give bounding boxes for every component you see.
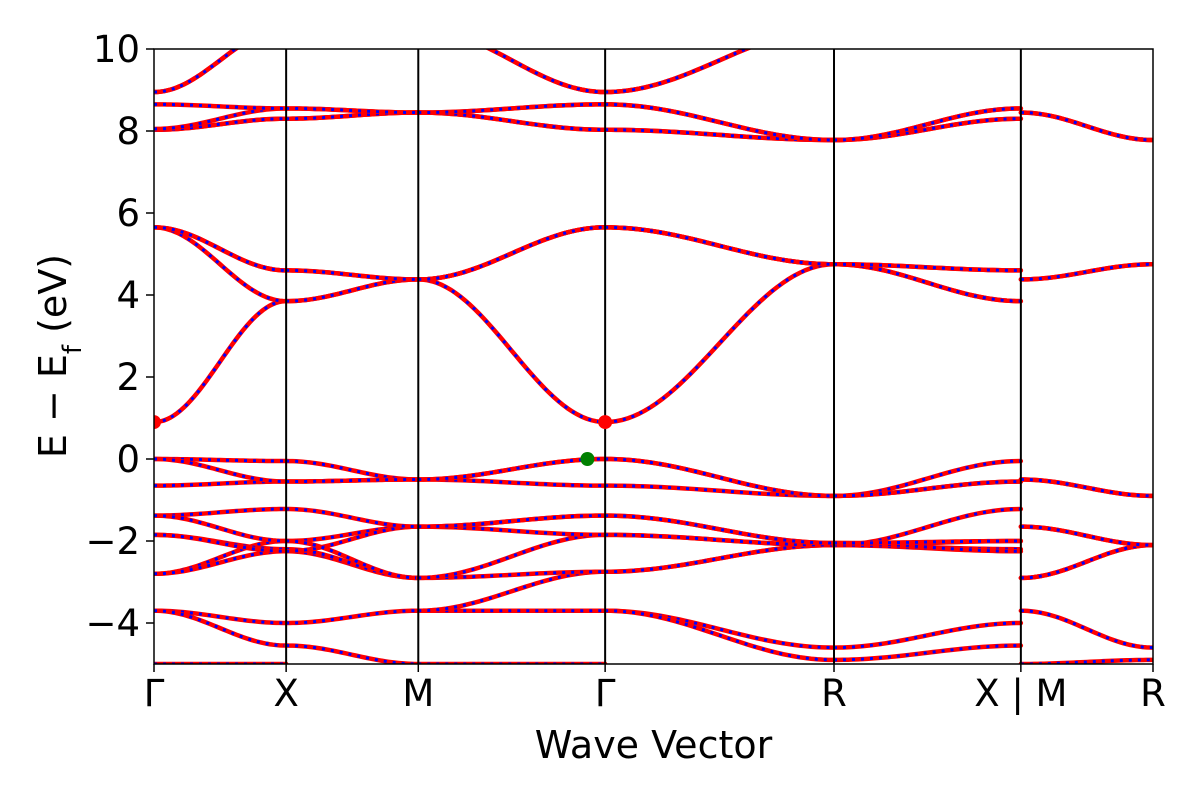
plot-frame: [153, 48, 1154, 665]
band-line-spin-down: [286, 478, 419, 484]
band-line-spin-up: [416, 456, 608, 482]
y-tick-label: −4: [85, 602, 140, 645]
band-line-spin-down: [418, 478, 606, 488]
band-line-spin-down: [286, 609, 419, 625]
x-tick-label: X | M: [974, 672, 1067, 715]
band-line-spin-down: [605, 49, 751, 94]
x-tick-label: R: [821, 672, 847, 715]
band-line-spin-down: [154, 457, 287, 463]
band-line-spin-up: [602, 225, 837, 267]
band-line-spin-down: [605, 609, 835, 662]
band-line-spin-up: [154, 538, 289, 577]
x-tick-label: R: [1140, 672, 1166, 715]
band-line-spin-down: [154, 609, 287, 625]
band-line-spin-up: [283, 506, 421, 529]
y-tick-label: 10: [93, 28, 140, 71]
band-line-spin-up: [283, 538, 421, 581]
high-symmetry-lines: [285, 49, 1022, 664]
y-tick-label: 0: [116, 438, 140, 481]
band-line-spin-down: [418, 525, 606, 537]
band-line-spin-down: [154, 225, 287, 272]
band-line-spin-up: [416, 110, 608, 133]
band-line-spin-up: [154, 513, 289, 544]
x-ticks: Γ X M Γ R X | M R: [144, 664, 1166, 715]
y-tick-label: 2: [116, 356, 140, 399]
band-line-spin-down: [605, 102, 835, 142]
band-line-spin-up: [831, 620, 1024, 650]
y-tick-label: 6: [116, 192, 140, 235]
band-line-spin-down: [605, 225, 835, 266]
y-tick-label: 8: [116, 110, 140, 153]
band-line-spin-down: [605, 543, 835, 574]
band-line-spin-up: [154, 456, 289, 484]
band-line-spin-up: [416, 225, 608, 282]
band-line-spin-down: [486, 49, 606, 94]
y-axis-label: E − Ef (eV): [31, 254, 88, 458]
band-line-spin-up: [154, 549, 289, 577]
band-line-spin-down: [154, 507, 287, 518]
band-line-spin-down: [154, 49, 238, 94]
y-axis-label-main: E − E: [31, 354, 75, 458]
band-line-spin-down: [605, 533, 835, 547]
band-line-spin-up: [283, 458, 421, 482]
cbm-marker: [154, 415, 161, 430]
band-line-spin-down: [154, 299, 287, 424]
x-tick-label: Γ: [595, 672, 616, 715]
y-axis-label-subscript: f: [58, 344, 88, 354]
band-line-spin-up: [416, 513, 608, 529]
band-line-spin-down: [154, 102, 287, 110]
band-line-spin-up: [1018, 110, 1153, 143]
band-line-spin-down: [834, 541, 1021, 553]
band-line-spin-up: [154, 225, 289, 304]
y-tick-label: −2: [85, 520, 140, 563]
band-line-spin-down: [605, 514, 835, 545]
band-line-spin-down: [154, 117, 287, 132]
band-line-spin-up: [831, 479, 1024, 499]
bands-layer: [154, 49, 1153, 664]
vbm-marker: [580, 452, 595, 466]
band-line-spin-down: [418, 570, 606, 580]
band-line-spin-up: [831, 106, 1024, 143]
band-line-spin-up: [1018, 262, 1153, 282]
band-line-spin-up: [154, 608, 289, 648]
band-line-spin-up: [416, 532, 608, 581]
band-line-spin-down: [834, 262, 1021, 272]
band-line-spin-up: [283, 277, 421, 304]
y-tick-label: 4: [116, 274, 140, 317]
band-line-spin-down: [1020, 658, 1153, 664]
band-line-spin-up: [1018, 477, 1153, 499]
band-line-spin-down: [605, 457, 835, 498]
band-line-spin-up: [154, 532, 289, 554]
band-line-spin-up: [1018, 542, 1153, 581]
band-line-spin-up: [283, 643, 421, 664]
band-line-spin-up: [602, 262, 837, 425]
y-axis-label-unit: (eV): [31, 254, 75, 345]
band-line-spin-down: [605, 262, 835, 424]
band-line-spin-up: [283, 524, 421, 554]
band-line-spin-up: [416, 277, 608, 425]
band-line-spin-down: [286, 106, 419, 115]
band-line-spin-up: [1018, 608, 1153, 650]
band-line-spin-down: [418, 102, 606, 115]
x-axis-label: Wave Vector: [535, 723, 773, 767]
band-line-spin-down: [834, 539, 1021, 545]
x-tick-label: X: [273, 672, 298, 715]
x-tick-label: M: [402, 672, 434, 715]
extrema-markers: [154, 415, 613, 466]
band-line-spin-up: [602, 542, 837, 574]
y-ticks: −4 −2 0 2 4 6 8 10: [85, 28, 154, 645]
band-line-spin-down: [286, 268, 419, 281]
band-line-spin-up: [831, 643, 1024, 663]
band-line-spin-up: [1018, 524, 1153, 548]
cbm-marker: [598, 415, 613, 430]
band-line-spin-down: [418, 225, 606, 281]
band-line-spin-down: [418, 277, 606, 424]
band-line-spin-up: [602, 608, 837, 650]
x-tick-label: Γ: [144, 672, 165, 715]
